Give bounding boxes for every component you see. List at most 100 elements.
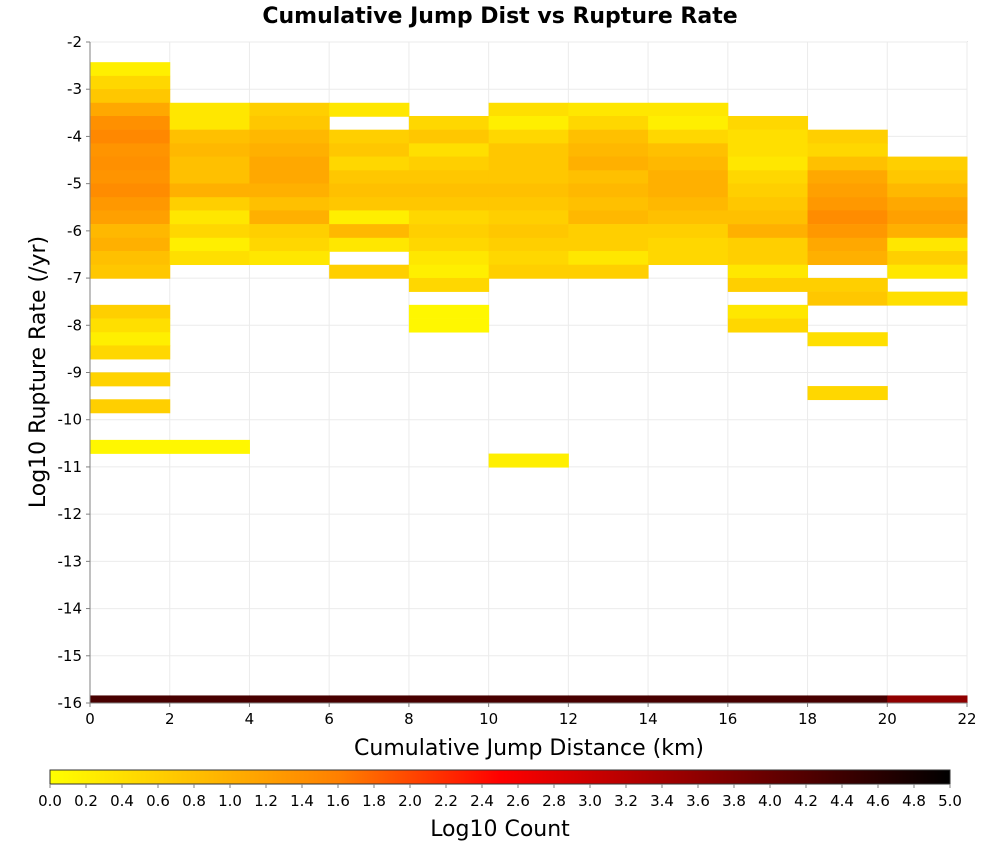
y-axis-label: Log10 Rupture Rate (/yr)	[26, 236, 51, 508]
heatmap-cell	[329, 143, 410, 158]
heatmap-cell	[887, 183, 968, 198]
heatmap-cell	[90, 345, 171, 360]
heatmap-cell	[568, 115, 649, 130]
heatmap-cell	[648, 156, 729, 171]
heatmap-cell	[887, 224, 968, 239]
heatmap-cell	[169, 170, 250, 185]
colorbar-tick-label: 1.0	[218, 792, 242, 810]
heatmap-cell	[408, 304, 490, 319]
heatmap-cell	[90, 89, 171, 104]
chart-title: Cumulative Jump Dist vs Rupture Rate	[262, 4, 737, 29]
heatmap-cell	[648, 143, 729, 158]
colorbar-tick-label: 4.8	[902, 792, 926, 810]
x-tick-label: 0	[85, 710, 95, 728]
y-tick-label: -4	[67, 127, 82, 145]
heatmap-cell	[408, 170, 490, 185]
heatmap-cell	[727, 318, 809, 333]
colorbar-tick-label: 0.8	[182, 792, 206, 810]
colorbar-tick-label: 4.2	[794, 792, 818, 810]
heatmap-cell	[169, 102, 250, 117]
x-tick-label: 8	[404, 710, 414, 728]
heatmap-cell	[90, 439, 171, 454]
heatmap-cell	[727, 304, 809, 319]
heatmap-cell	[648, 210, 729, 225]
heatmap-cell	[249, 183, 330, 198]
heatmap-cell	[408, 143, 490, 158]
heatmap-cell	[408, 156, 490, 171]
heatmap-cell	[727, 129, 809, 144]
colorbar-tick-label: 4.4	[830, 792, 854, 810]
heatmap-cell	[568, 102, 649, 117]
heatmap-cell	[887, 264, 968, 279]
heatmap-cell	[90, 143, 171, 158]
heatmap-cell	[807, 156, 888, 171]
heatmap-cell	[249, 115, 330, 130]
heatmap-cell	[249, 210, 330, 225]
heatmap-cell	[249, 224, 330, 239]
heatmap-cell	[90, 332, 171, 347]
y-tick-label: -9	[67, 364, 82, 382]
heatmap-cell	[727, 143, 809, 158]
heatmap-cell	[568, 251, 649, 266]
x-tick-label: 6	[324, 710, 334, 728]
heatmap-cell	[568, 210, 649, 225]
colorbar-tick-label: 2.2	[434, 792, 458, 810]
heatmap-cell	[568, 264, 649, 279]
colorbar-label: Log10 Count	[430, 817, 570, 842]
x-tick-labels: 0 2 4 6 8 10 12 14 16 18 20 22	[85, 703, 977, 728]
heatmap-cell	[329, 264, 410, 279]
heatmap-cell	[488, 264, 569, 279]
x-tick-label: 10	[479, 710, 498, 728]
heatmap-cell	[249, 170, 330, 185]
y-tick-label: -15	[58, 647, 83, 665]
heatmap-cell	[408, 277, 490, 292]
colorbar-tick-label: 2.0	[398, 792, 422, 810]
heatmap-cell	[90, 197, 171, 212]
heatmap-cell	[807, 170, 888, 185]
colorbar-tick-label: 4.6	[866, 792, 890, 810]
heatmap-cell	[408, 695, 490, 704]
heatmap-cell	[169, 129, 250, 144]
y-tick-label: -11	[58, 458, 83, 476]
heatmap-cell	[169, 224, 250, 239]
heatmap-cell	[807, 291, 888, 306]
heatmap-cell	[329, 170, 410, 185]
heatmap-cell	[807, 237, 888, 252]
heatmap-cell	[329, 695, 410, 704]
colorbar-tick-label: 1.4	[290, 792, 314, 810]
x-tick-label: 16	[718, 710, 737, 728]
heatmap-cell	[90, 210, 171, 225]
heatmap-cell	[90, 75, 171, 90]
heatmap-cell	[807, 332, 888, 347]
heatmap-cell	[887, 170, 968, 185]
heatmap-cell	[408, 237, 490, 252]
y-tick-label: -7	[67, 269, 82, 287]
heatmap-cell	[807, 224, 888, 239]
heatmap-cell	[727, 695, 809, 704]
heatmap-cell	[648, 183, 729, 198]
heatmap-cell	[169, 237, 250, 252]
colorbar-tick-label: 3.8	[722, 792, 746, 810]
heatmap-cell	[169, 251, 250, 266]
heatmap-cell	[90, 224, 171, 239]
heatmap-cell	[648, 237, 729, 252]
y-tick-label: -5	[67, 175, 82, 193]
heatmap-cell	[807, 197, 888, 212]
heatmap-cell	[568, 197, 649, 212]
heatmap-cell	[329, 224, 410, 239]
colorbar-tick-label: 3.0	[578, 792, 602, 810]
heatmap-cell	[169, 143, 250, 158]
heatmap-cell	[329, 237, 410, 252]
y-tick-label: -10	[58, 411, 83, 429]
heatmap-cell	[249, 129, 330, 144]
heatmap-cell	[329, 197, 410, 212]
x-tick-label: 18	[798, 710, 817, 728]
heatmap-cell	[90, 399, 171, 414]
heatmap-cell	[249, 143, 330, 158]
colorbar-tick-label: 1.6	[326, 792, 350, 810]
heatmap-cell	[648, 102, 729, 117]
heatmap-cell	[887, 197, 968, 212]
heatmap-cell	[568, 156, 649, 171]
colorbar-tick-label: 3.2	[614, 792, 638, 810]
x-tick-label: 22	[957, 710, 976, 728]
